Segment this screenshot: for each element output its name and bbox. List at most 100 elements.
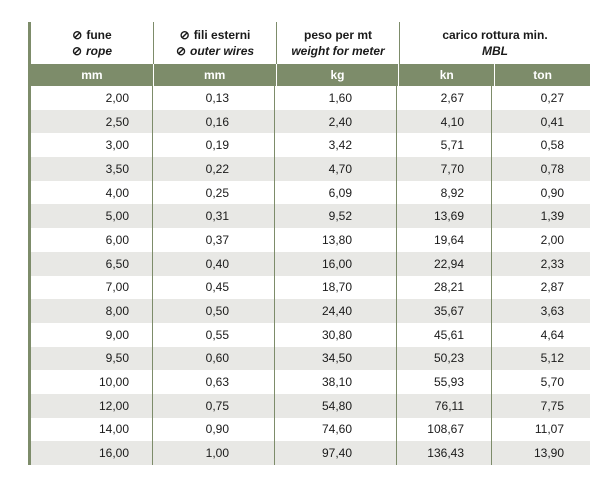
cell-wires: 0,75 [153, 393, 275, 418]
cell-ton: 0,27 [540, 90, 564, 105]
cell-rope: 10,00 [31, 370, 153, 394]
header-mbl-label-en: MBL [482, 44, 508, 58]
cell-ton: 0,58 [540, 138, 564, 153]
table-row: 5,00 0,31 9,52 13,69 1,39 [31, 204, 590, 229]
cell-weight: 38,10 [275, 370, 397, 394]
cell-wires: 0,55 [153, 322, 275, 347]
cell-rope: 3,50 [31, 157, 153, 181]
header-wires-label-en: outer wires [190, 44, 255, 58]
diameter-icon: ⊘ [179, 28, 190, 42]
unit-rope: mm [31, 64, 154, 86]
table-row: 2,00 0,13 1,60 2,67 0,27 [31, 86, 590, 110]
header-weight-label-en: weight for meter [291, 44, 385, 58]
cell-ton: 2,87 [540, 280, 564, 295]
cell-kn: 55,93 [397, 370, 492, 394]
unit-kn: kn [399, 64, 496, 86]
unit-wires: mm [154, 64, 277, 86]
cell-rope: 14,00 [31, 417, 153, 442]
cell-rope: 12,00 [31, 393, 153, 418]
table-row: 6,00 0,37 13,80 19,64 2,00 [31, 228, 590, 252]
cell-weight: 16,00 [275, 251, 397, 276]
header-rope-label: fune [86, 28, 112, 42]
cell-wires: 1,00 [153, 441, 275, 465]
table-row: 9,50 0,60 34,50 50,23 5,12 [31, 346, 590, 371]
cell-kn: 35,67 [397, 299, 492, 323]
header-mbl: carico rottura min. MBL [400, 22, 590, 64]
cell-weight: 30,80 [275, 322, 397, 347]
cell-kn: 108,67 [397, 417, 492, 442]
table-row: 6,50 0,40 16,00 22,94 2,33 [31, 251, 590, 276]
cell-kn: 136,43 [397, 441, 492, 465]
cell-ton: 7,75 [540, 398, 564, 413]
unit-weight: kg [277, 64, 400, 86]
units-row: mm mm kg kn ton [31, 64, 590, 86]
cell-wires: 0,37 [153, 228, 275, 252]
table-row: 10,00 0,63 38,10 55,93 5,70 [31, 370, 590, 394]
diameter-icon: ⊘ [72, 28, 83, 42]
cell-ton: 2,00 [540, 232, 564, 247]
cell-kn: 50,23 [397, 346, 492, 371]
cell-weight: 9,52 [275, 204, 397, 229]
cell-rope: 16,00 [31, 441, 153, 465]
cell-ton: 0,90 [540, 185, 564, 200]
cell-ton: 3,63 [540, 304, 564, 319]
header-weight-label: peso per mt [303, 28, 372, 42]
cell-kn: 28,21 [397, 275, 492, 300]
cell-ton: 2,33 [540, 256, 564, 271]
cell-wires: 0,31 [153, 204, 275, 229]
cell-kn: 4,10 [397, 109, 492, 134]
cell-wires: 0,50 [153, 299, 275, 323]
cell-ton: 0,78 [540, 161, 564, 176]
cell-ton: 1,39 [540, 209, 564, 224]
cell-weight: 6,09 [275, 180, 397, 205]
cell-rope: 5,00 [31, 204, 153, 229]
cell-wires: 0,63 [153, 370, 275, 394]
cell-wires: 0,45 [153, 275, 275, 300]
header-rope-diameter: ⊘ fune ⊘ rope [31, 22, 154, 64]
cell-wires: 0,13 [153, 86, 275, 110]
cell-ton: 4,64 [540, 327, 564, 342]
cell-rope: 3,00 [31, 133, 153, 158]
cell-rope: 2,50 [31, 109, 153, 134]
diameter-icon: ⊘ [175, 44, 187, 58]
header-weight: peso per mt weight for meter [277, 22, 400, 64]
cell-kn: 5,71 [397, 133, 492, 158]
table-body: 2,00 0,13 1,60 2,67 0,27 2,50 0,16 2,40 4,10 0,41… [31, 86, 590, 465]
cell-wires: 0,40 [153, 251, 275, 276]
cell-wires: 0,22 [153, 157, 275, 181]
table-row: 3,50 0,22 4,70 7,70 0,78 [31, 157, 590, 181]
cell-ton: 13,90 [533, 446, 564, 461]
cell-kn: 7,70 [397, 157, 492, 181]
cell-weight: 18,70 [275, 275, 397, 300]
rope-spec-table: ⊘ fune ⊘ rope ⊘ fili esterni ⊘ outer wires p… [28, 22, 590, 465]
cell-kn: 45,61 [397, 322, 492, 347]
cell-weight: 74,60 [275, 417, 397, 442]
cell-rope: 4,00 [31, 180, 153, 205]
cell-rope: 9,00 [31, 322, 153, 347]
cell-kn: 19,64 [397, 228, 492, 252]
table-row: 3,00 0,19 3,42 5,71 0,58 [31, 133, 590, 158]
cell-ton: 5,70 [540, 375, 564, 390]
table-row: 8,00 0,50 24,40 35,67 3,63 [31, 299, 590, 323]
cell-wires: 0,90 [153, 417, 275, 442]
table-row: 7,00 0,45 18,70 28,21 2,87 [31, 275, 590, 300]
cell-weight: 24,40 [275, 299, 397, 323]
cell-kn: 8,92 [397, 180, 492, 205]
cell-rope: 6,50 [31, 251, 153, 276]
cell-kn: 76,11 [397, 393, 492, 418]
table-row: 4,00 0,25 6,09 8,92 0,90 [31, 180, 590, 205]
cell-wires: 0,60 [153, 346, 275, 371]
cell-rope: 2,00 [31, 86, 153, 110]
table-header: ⊘ fune ⊘ rope ⊘ fili esterni ⊘ outer wires p… [31, 22, 590, 64]
header-mbl-label: carico rottura min. [442, 28, 548, 42]
cell-weight: 13,80 [275, 228, 397, 252]
cell-rope: 8,00 [31, 299, 153, 323]
cell-kn: 13,69 [397, 204, 492, 229]
cell-kn: 2,67 [397, 86, 492, 110]
cell-weight: 34,50 [275, 346, 397, 371]
table-row: 16,00 1,00 97,40 136,43 13,90 [31, 441, 590, 465]
table-row: 9,00 0,55 30,80 45,61 4,64 [31, 322, 590, 347]
cell-weight: 1,60 [275, 86, 397, 110]
header-wires-label: fili esterni [193, 28, 251, 42]
cell-rope: 6,00 [31, 228, 153, 252]
